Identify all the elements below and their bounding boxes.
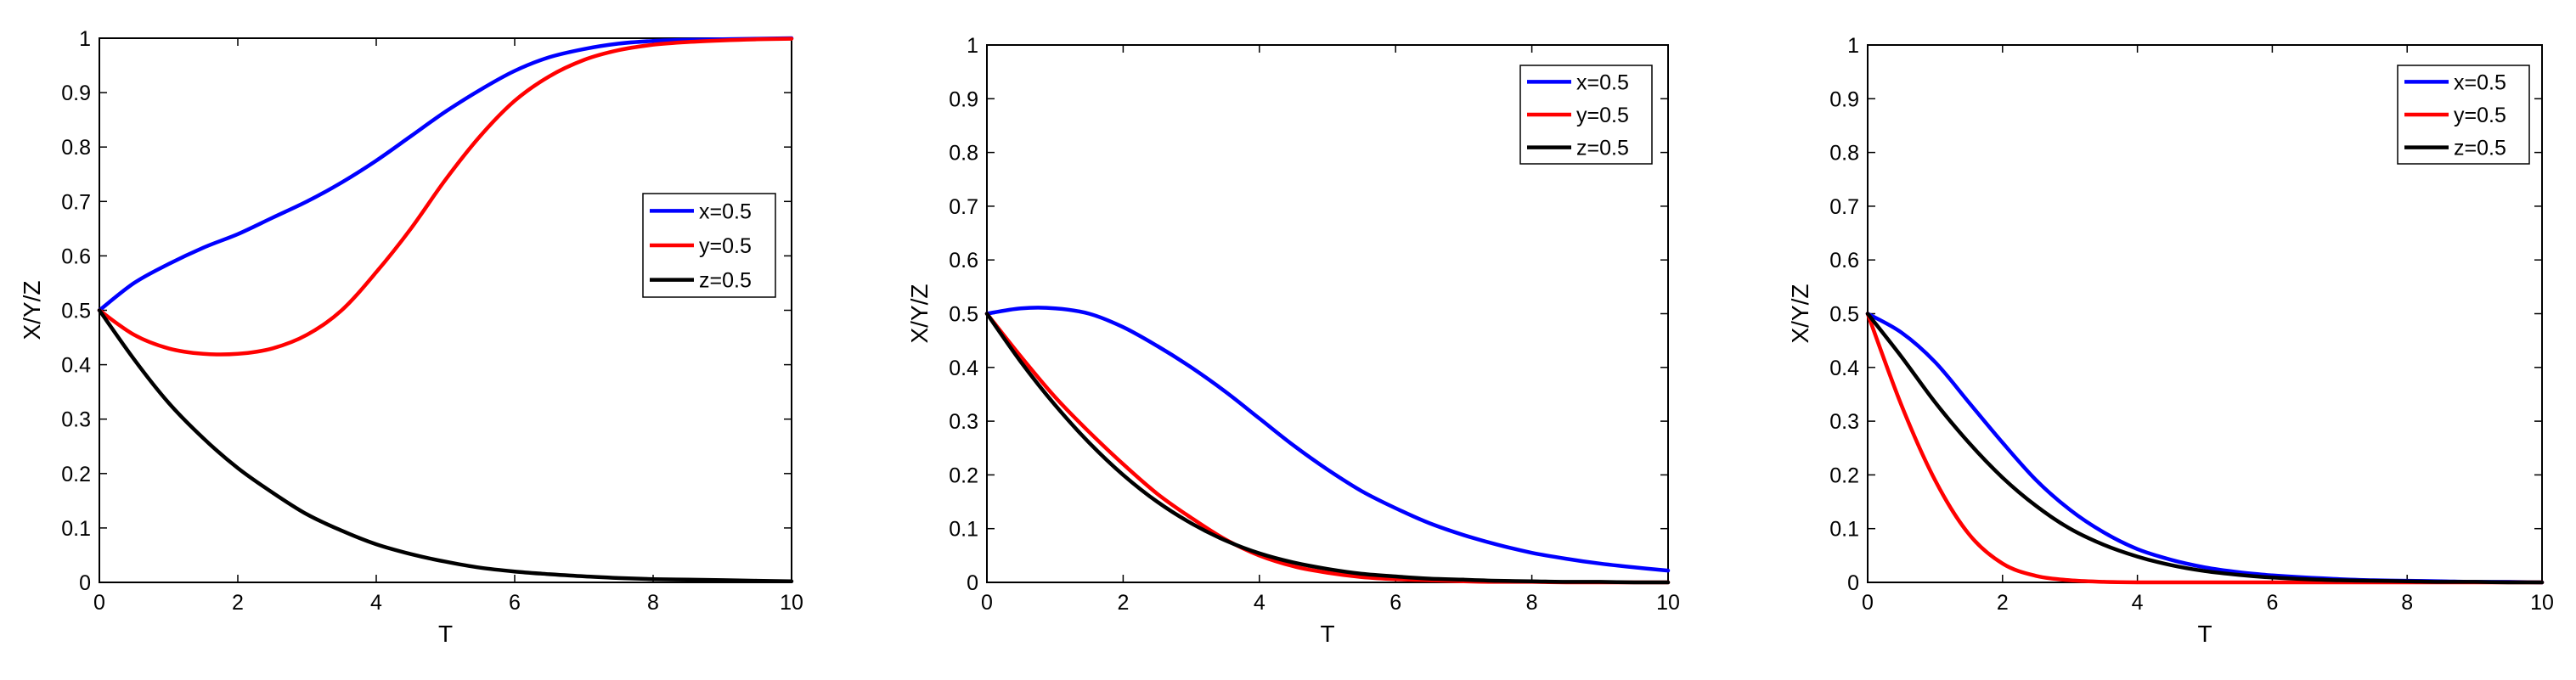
legend-entry: z=0.5	[2454, 137, 2506, 160]
y-tick-label: 0	[967, 571, 978, 595]
x-tick-label: 4	[2132, 591, 2144, 615]
x-tick-label: 6	[1389, 591, 1401, 615]
y-tick-label: 1	[1847, 34, 1859, 58]
y-tick-label: 0.2	[1829, 464, 1859, 487]
y-tick-label: 0.9	[1829, 87, 1859, 111]
y-tick-label: 0.4	[949, 357, 978, 380]
series-line-2	[984, 312, 1671, 585]
x-tick-label: 2	[1997, 591, 2009, 615]
y-tick-label: 0.9	[949, 87, 978, 111]
y-tick-label: 0.3	[949, 410, 978, 434]
y-tick-label: 0	[1847, 571, 1859, 595]
y-tick-label: 0.8	[61, 136, 91, 160]
chart-panel-1: 0 2 4 6 8 10 0 0.1 0.2 0.3 0.4 0.5 0.6 0.7 0.8 0.9 1 T X/Y…	[19, 27, 803, 647]
legend: x=0.5 y=0.5 z=0.5	[2397, 65, 2530, 165]
y-tick-label: 0.8	[949, 142, 978, 166]
legend-entry: y=0.5	[1576, 104, 1629, 127]
x-axis-label: T	[1320, 621, 1334, 647]
x-axis-label: T	[2197, 621, 2212, 647]
y-tick-label: 0.7	[61, 190, 91, 214]
y-tick-label: 0.7	[949, 195, 978, 219]
y-tick-label: 0.4	[61, 354, 91, 378]
x-tick-label: 2	[1117, 591, 1129, 615]
y-tick-label: 0.6	[61, 244, 91, 268]
y-tick-label: 0.6	[949, 249, 978, 273]
y-axis-label: X/Y/Z	[906, 284, 933, 343]
legend-entry: x=0.5	[2454, 70, 2506, 94]
series-line-1	[97, 36, 794, 312]
x-tick-label: 6	[509, 591, 521, 615]
y-tick-label: 1	[967, 34, 978, 58]
y-tick-label: 1	[79, 27, 91, 51]
y-tick-label: 0.5	[61, 300, 91, 323]
x-tick-label: 8	[1526, 591, 1538, 615]
y-tick-label: 0.1	[61, 517, 91, 541]
x-tick-label: 10	[1656, 591, 1680, 615]
y-tick-label: 0.8	[1829, 142, 1859, 166]
series-line-1	[984, 306, 1671, 573]
legend-entry: x=0.5	[699, 200, 752, 223]
legend-entry: z=0.5	[1576, 137, 1629, 160]
plot-frame	[99, 37, 792, 583]
x-tick-label: 4	[370, 591, 382, 615]
x-axis-label: T	[438, 621, 453, 647]
series-line-1	[1865, 312, 2545, 585]
y-axis-label: X/Y/Z	[19, 280, 45, 340]
series-line-2	[97, 37, 794, 357]
y-tick-label: 0.9	[61, 81, 91, 105]
x-tick-label: 8	[2401, 591, 2413, 615]
y-tick-label: 0	[79, 571, 91, 595]
series-line-3	[97, 308, 794, 583]
x-tick-label: 0	[981, 591, 993, 615]
x-tick-label: 6	[2266, 591, 2278, 615]
y-tick-label: 0.5	[1829, 303, 1859, 327]
legend-entry: x=0.5	[1576, 70, 1629, 94]
y-tick-label: 0.7	[1829, 195, 1859, 219]
y-tick-label: 0.4	[1829, 357, 1859, 380]
x-tick-label: 8	[647, 591, 659, 615]
y-tick-label: 0.3	[1829, 410, 1859, 434]
y-tick-label: 0.3	[61, 408, 91, 432]
series-line-3	[984, 312, 1671, 585]
legend: x=0.5 y=0.5 z=0.5	[1519, 65, 1653, 165]
legend-entry: z=0.5	[699, 269, 752, 293]
legend-entry: y=0.5	[699, 234, 752, 258]
y-tick-label: 0.2	[61, 463, 91, 486]
x-tick-label: 0	[93, 591, 105, 615]
x-tick-label: 4	[1254, 591, 1265, 615]
x-tick-label: 0	[1862, 591, 1874, 615]
y-tick-label: 0.1	[1829, 518, 1859, 542]
legend-entry: y=0.5	[2454, 104, 2506, 127]
series-line-2	[1865, 312, 2545, 585]
legend: x=0.5 y=0.5 z=0.5	[642, 193, 776, 298]
x-tick-label: 10	[2530, 591, 2554, 615]
x-tick-label: 2	[232, 591, 244, 615]
y-axis-label: X/Y/Z	[1787, 284, 1813, 343]
y-tick-label: 0.1	[949, 518, 978, 542]
chart-panel-2: 0 2 4 6 8 10 0 0.1 0.2 0.3 0.4 0.5 0.6 0.7 0.8 0.9 1 T X/Y…	[906, 34, 1680, 647]
y-tick-label: 0.6	[1829, 249, 1859, 273]
y-tick-label: 0.2	[949, 464, 978, 487]
y-tick-label: 0.5	[949, 303, 978, 327]
x-tick-label: 10	[780, 591, 803, 615]
chart-panel-3: 0 2 4 6 8 10 0 0.1 0.2 0.3 0.4 0.5 0.6 0.7 0.8 0.9 1 T X/Y…	[1787, 34, 2554, 647]
series-line-3	[1865, 312, 2545, 585]
